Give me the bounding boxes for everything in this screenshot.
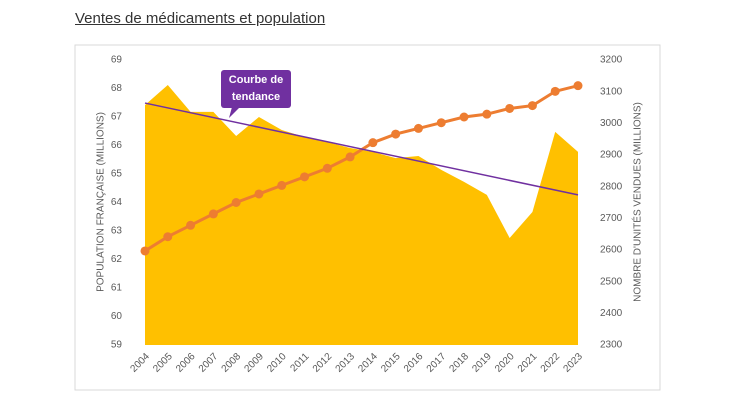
- x-tick-label: 2016: [402, 351, 426, 375]
- line-marker: [254, 189, 264, 199]
- x-tick-label: 2021: [516, 351, 540, 375]
- line-marker: [208, 209, 218, 219]
- x-tick-label: 2014: [356, 351, 380, 375]
- y-tick-label: 65: [111, 169, 123, 180]
- x-tick-label: 2012: [311, 351, 335, 375]
- line-marker: [345, 152, 355, 162]
- x-tick-label: 2010: [265, 351, 289, 375]
- y2-tick-label: 2900: [600, 150, 623, 161]
- y-tick-label: 59: [111, 340, 123, 351]
- y2-tick-label: 2400: [600, 308, 623, 319]
- line-marker: [368, 138, 378, 148]
- y2-tick-label: 2800: [600, 181, 623, 192]
- y-tick-label: 61: [111, 283, 123, 294]
- x-tick-label: 2020: [493, 351, 517, 375]
- y-tick-label: 66: [111, 140, 123, 151]
- line-marker: [231, 198, 241, 207]
- line-marker: [505, 103, 515, 113]
- y2-tick-label: 3000: [600, 118, 623, 129]
- trendline-label: Courbe de tendance: [221, 70, 291, 108]
- line-marker: [550, 86, 560, 96]
- line-marker: [300, 172, 310, 182]
- y2-tick-label: 3100: [600, 86, 623, 97]
- y2-tick-label: 3200: [600, 55, 623, 66]
- chart-frame: [74, 44, 661, 391]
- area: [145, 85, 578, 346]
- line-marker: [277, 180, 287, 190]
- x-tick-label: 2007: [197, 351, 221, 375]
- line-marker: [413, 123, 423, 133]
- y-axis-label: POPULATION FRANÇAISE (MILLIONS): [96, 112, 107, 292]
- y-tick-label: 69: [111, 55, 123, 66]
- y2-tick-label: 2700: [600, 213, 623, 224]
- y2-axis-label: NOMBRE D'UNITÉS VENDUES (MILLIONS): [631, 102, 644, 302]
- x-tick-label: 2004: [128, 351, 152, 375]
- y-tick-label: 62: [111, 254, 123, 265]
- x-tick-label: 2017: [425, 351, 449, 375]
- x-tick-label: 2015: [379, 351, 403, 375]
- x-tick-label: 2008: [220, 351, 244, 375]
- x-tick-label: 2005: [151, 351, 175, 375]
- y-tick-label: 63: [111, 226, 123, 237]
- line-marker: [322, 163, 332, 173]
- line-marker: [391, 129, 401, 139]
- x-tick-label: 2013: [334, 351, 358, 375]
- line-marker: [436, 118, 446, 128]
- y-tick-label: 68: [111, 83, 123, 94]
- line-marker: [140, 246, 150, 256]
- x-tick-label: 2019: [470, 351, 494, 375]
- line-marker: [573, 81, 583, 91]
- callout-pointer: [229, 107, 240, 118]
- line-marker: [163, 232, 173, 242]
- x-tick-label: 2018: [448, 351, 472, 375]
- y-tick-label: 64: [111, 197, 123, 208]
- x-tick-label: 2006: [174, 351, 198, 375]
- x-tick-label: 2011: [289, 351, 312, 374]
- y2-tick-label: 2500: [600, 276, 623, 287]
- y-tick-label: 60: [111, 311, 123, 322]
- y2-tick-label: 2300: [600, 340, 623, 351]
- y-tick-label: 67: [111, 112, 123, 123]
- x-tick-label: 2009: [242, 351, 266, 375]
- line-marker: [459, 112, 469, 122]
- x-tick-label: 2022: [539, 351, 563, 375]
- line-marker: [527, 101, 537, 111]
- chart-title: Ventes de médicaments et population: [75, 10, 326, 27]
- line-marker: [186, 220, 196, 230]
- trendline: [144, 102, 579, 196]
- line-marker: [482, 109, 492, 119]
- y2-tick-label: 2600: [600, 245, 623, 256]
- x-tick-label: 2023: [561, 351, 585, 375]
